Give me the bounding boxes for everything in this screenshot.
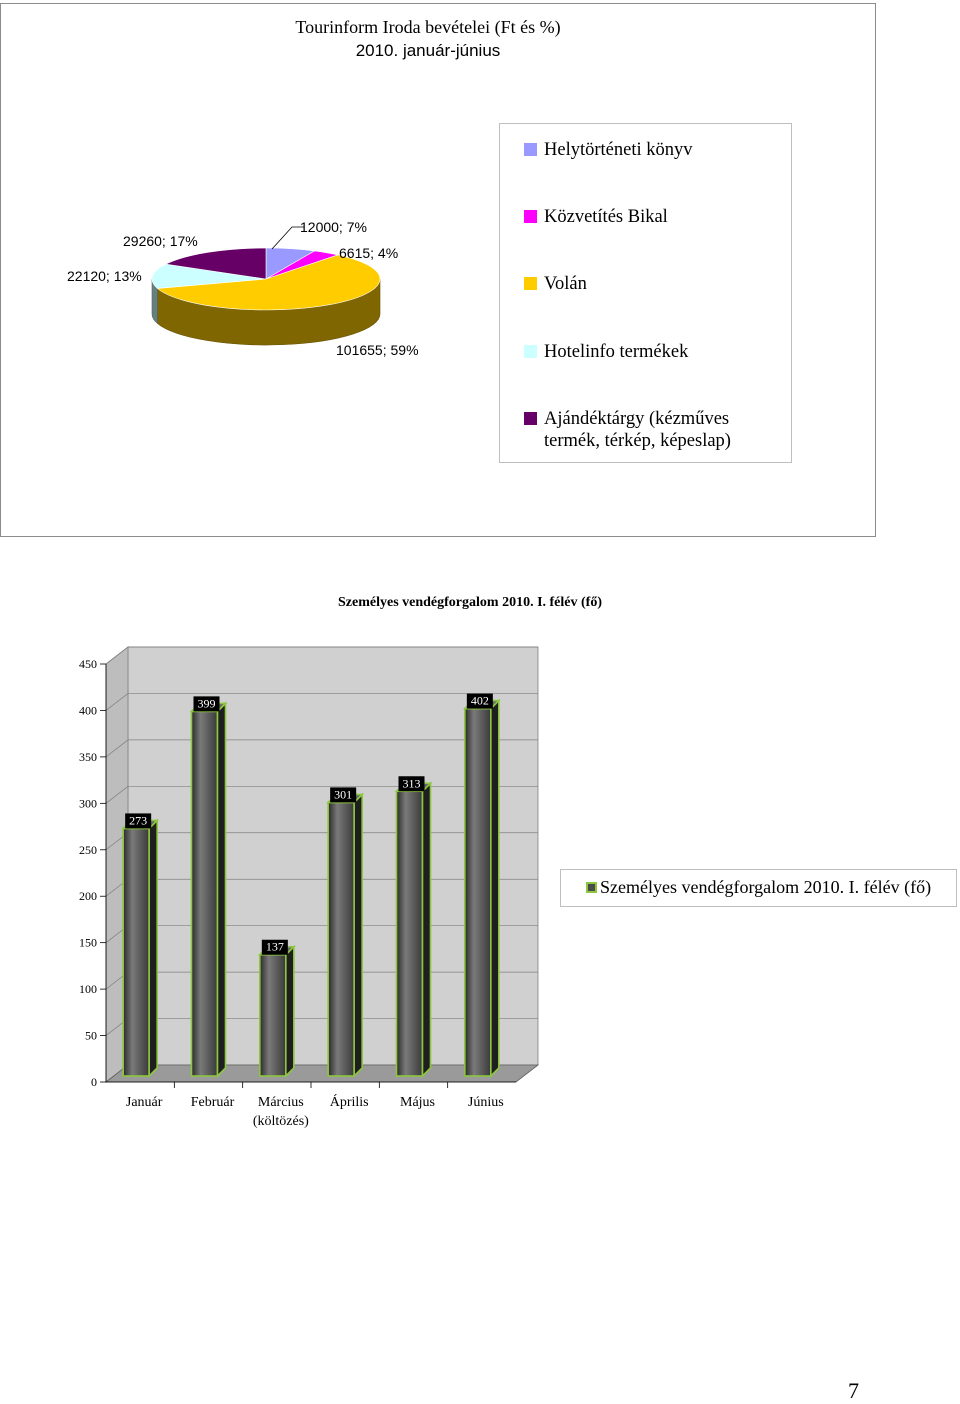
data-label: 402 <box>471 694 489 708</box>
x-tick-label: Február <box>191 1095 235 1110</box>
pie-slice <box>164 247 267 280</box>
y-tick-label: 350 <box>79 750 97 764</box>
gridline <box>105 646 538 665</box>
pie-chart <box>151 226 381 346</box>
pie-label-kozvetites: 6615; 4% <box>339 245 399 261</box>
legend-swatch <box>524 210 537 223</box>
bar <box>327 801 355 1077</box>
data-label: 273 <box>129 813 147 827</box>
bar-legend: Személyes vendégforgalom 2010. I. félév … <box>560 869 957 907</box>
legend-label: Ajándéktárgy (kézműves termék, térkép, k… <box>544 408 731 452</box>
pie-label-ajandektargy: 29260; 17% <box>123 233 198 249</box>
pie-legend: Helytörténeti könyv Közvetítés Bikal Vol… <box>499 123 792 463</box>
pie-leader-line <box>271 226 304 250</box>
data-label: 399 <box>198 696 216 710</box>
gridline <box>105 693 538 711</box>
bar <box>395 790 424 1077</box>
data-label-box <box>398 776 425 792</box>
legend-label: Személyes vendégforgalom 2010. I. félév … <box>600 877 932 897</box>
legend-label: Volán <box>544 274 587 294</box>
page-number: 7 <box>848 1378 859 1403</box>
data-label-box <box>193 696 220 712</box>
pie-chart-title: Tourinform Iroda bevételei (Ft és %) 201… <box>200 16 656 62</box>
gridline <box>105 739 538 758</box>
legend-swatch <box>524 277 537 290</box>
pie-slice <box>156 254 381 311</box>
y-tick-label: 100 <box>79 982 97 996</box>
legend-swatch <box>586 882 597 893</box>
x-tick-label: Március <box>258 1095 304 1110</box>
y-tick-label: 150 <box>79 936 97 950</box>
bar-side <box>148 818 158 1078</box>
bar-side <box>216 701 227 1078</box>
legend-label-line: Ajándéktárgy (kézműves <box>544 409 730 429</box>
y-tick-label: 200 <box>79 889 97 903</box>
y-tick-label: 450 <box>79 657 97 671</box>
y-tick-label: 400 <box>79 703 97 717</box>
y-tick-label: 50 <box>85 1029 97 1043</box>
pie-chart-title-main: Tourinform Iroda bevételei (Ft és %) <box>295 17 561 37</box>
data-label: 313 <box>403 776 421 790</box>
pie-slice <box>151 263 267 289</box>
legend-swatch <box>524 345 537 358</box>
legend-label: Hotelinfo termékek <box>544 342 689 362</box>
x-tick-label: Június <box>468 1095 504 1110</box>
x-tick-label: Január <box>126 1095 163 1110</box>
pie-label-hotelinfo: 22120; 13% <box>67 268 142 284</box>
legend-label-line: termék, térkép, képeslap) <box>544 431 731 451</box>
data-label-box <box>125 813 152 829</box>
bar-side <box>353 792 363 1078</box>
pie-label-helytorteneti: 12000; 7% <box>300 219 367 235</box>
y-tick-label: 250 <box>79 843 97 857</box>
legend-label: Helytörténeti könyv <box>544 140 693 160</box>
pie-chart-subtitle: 2010. január-június <box>355 41 501 60</box>
data-label: 301 <box>334 787 352 801</box>
bar <box>190 710 219 1077</box>
legend-swatch <box>524 412 537 425</box>
x-tick-label: Május <box>400 1095 435 1110</box>
bar-chart-title: Személyes vendégforgalom 2010. I. félév … <box>338 595 602 610</box>
data-label-box <box>330 787 357 803</box>
legend-swatch <box>524 143 537 156</box>
data-label-box <box>261 939 288 955</box>
x-tick-label: Április <box>330 1093 369 1110</box>
legend-label: Közvetítés Bikal <box>544 207 668 227</box>
bar <box>464 707 492 1077</box>
bar-side <box>285 944 295 1078</box>
x-tick-label: (költözés) <box>253 1114 309 1129</box>
bar <box>259 953 287 1077</box>
y-tick-label: 0 <box>91 1075 97 1089</box>
pie-label-volan: 101655; 59% <box>336 342 419 358</box>
bar-side <box>421 781 432 1078</box>
data-label-box <box>466 693 493 709</box>
y-tick-label: 300 <box>79 796 97 810</box>
data-label: 137 <box>266 940 284 954</box>
bar-side <box>490 698 500 1078</box>
bar <box>122 827 150 1077</box>
